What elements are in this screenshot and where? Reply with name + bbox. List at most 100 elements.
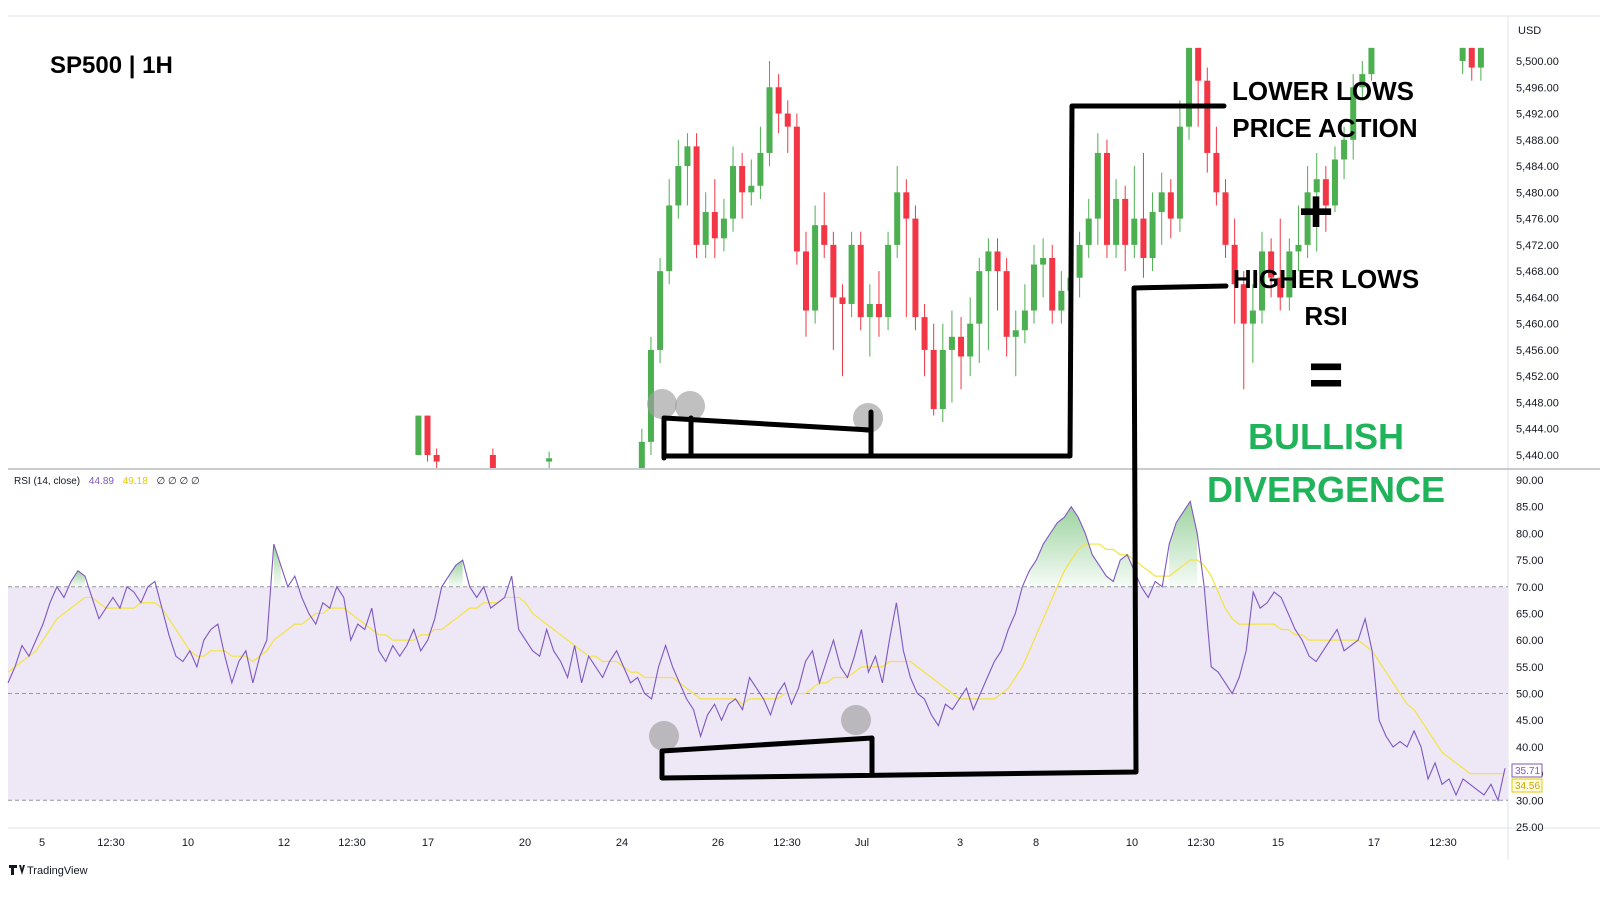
candle: [1286, 238, 1293, 311]
candle-body: [1350, 87, 1357, 140]
candle-body: [1368, 47, 1375, 75]
candle: [812, 205, 819, 324]
candle: [1076, 231, 1083, 298]
candle-body: [1076, 244, 1083, 278]
price-tick-label: 5,444.00: [1516, 424, 1559, 436]
candle: [1222, 179, 1229, 258]
candle: [1213, 126, 1220, 206]
candle: [424, 415, 431, 462]
candle-body: [948, 336, 955, 350]
candle: [1459, 47, 1466, 75]
candle-body: [684, 146, 691, 167]
price-low-marker-2: [675, 391, 705, 421]
candle-body: [958, 336, 965, 357]
candle-body: [693, 146, 700, 245]
rsi-overbought-area: [448, 560, 463, 587]
candle: [657, 258, 664, 364]
currency-label[interactable]: USD: [1518, 25, 1541, 37]
rsi-line: [7, 499, 1506, 803]
candle-body: [1158, 192, 1165, 213]
tradingview-logo[interactable]: TradingView: [9, 865, 88, 877]
time-axis[interactable]: 5 12:30 10 12 12:30 17 20 24 26 12:30 Jul 3 8 10 12:30…: [39, 837, 1457, 849]
candle: [1040, 238, 1047, 298]
candle: [930, 323, 937, 416]
candle: [1195, 47, 1202, 127]
rsi-tick-label: 70.00: [1516, 582, 1544, 594]
candle-body: [1031, 264, 1037, 311]
candle-body: [1131, 218, 1138, 245]
price-tick-label: 5,472.00: [1516, 240, 1559, 252]
candle-body: [821, 225, 828, 245]
candle-body: [994, 251, 1001, 272]
candle-body: [1277, 277, 1284, 298]
rsi-tick-label: 90.00: [1516, 475, 1544, 487]
candle: [666, 179, 673, 285]
candle-body: [1259, 251, 1265, 311]
candle-body: [1459, 47, 1466, 61]
rsi-legend-value: 44.89: [89, 476, 114, 487]
candle: [1031, 244, 1037, 324]
candle: [784, 100, 791, 153]
price-tick-label: 5,500.00: [1516, 56, 1559, 68]
candle-body: [793, 126, 800, 252]
rsi-low-marker-1: [649, 721, 679, 751]
candle: [1304, 166, 1311, 258]
rsi-tick-label: 80.00: [1516, 528, 1544, 540]
candle-body: [1222, 192, 1229, 245]
candle: [1158, 172, 1165, 245]
candle-body: [675, 166, 682, 206]
candle-body: [1195, 47, 1202, 81]
candle: [702, 192, 709, 258]
candle-body: [1331, 159, 1338, 206]
candle: [775, 74, 782, 134]
candle: [848, 231, 855, 318]
candle-body: [848, 244, 855, 304]
time-tick-label: 17: [422, 837, 434, 849]
tradingview-logo-text: TradingView: [27, 865, 88, 877]
time-tick-label: 3: [957, 837, 963, 849]
candle: [821, 192, 828, 258]
price-tick-label: 5,484.00: [1516, 161, 1559, 173]
candle: [1268, 238, 1275, 298]
candle: [1049, 244, 1056, 324]
candle: [546, 451, 553, 468]
candle-body: [930, 349, 937, 410]
candle-body: [489, 455, 496, 468]
candle-body: [1058, 290, 1065, 311]
candle: [1167, 179, 1174, 239]
price-axis[interactable]: 5,500.00 5,496.00 5,492.00 5,488.00 5,484.00…: [1516, 56, 1559, 462]
candle: [1140, 152, 1147, 278]
candle: [939, 323, 946, 423]
candle: [1094, 133, 1101, 245]
chart-title: SP500 | 1H: [50, 52, 173, 79]
candle: [1468, 47, 1475, 81]
price-tick-label: 5,496.00: [1516, 82, 1559, 94]
candle: [839, 284, 846, 377]
candle: [739, 152, 746, 219]
candle-body: [1103, 152, 1110, 245]
candle-body: [711, 212, 718, 239]
candle: [803, 231, 809, 337]
candle: [958, 317, 965, 390]
rsi-divergence-bracket: [659, 283, 1229, 781]
candle-body: [666, 205, 673, 272]
candle-body: [1176, 126, 1183, 219]
candle: [1131, 166, 1138, 258]
rsi-last-badge-bg: [1511, 763, 1543, 778]
candle: [711, 179, 718, 258]
candle-body: [1149, 212, 1156, 258]
candle-body: [812, 225, 819, 311]
candle-body: [766, 87, 773, 153]
price-low-marker-1: [647, 389, 677, 419]
candle-body: [976, 271, 983, 324]
candle: [976, 258, 983, 364]
rsi-tick-label: 60.00: [1516, 635, 1544, 647]
time-tick-label: 12:30: [1187, 837, 1215, 849]
annotation-brackets: [659, 103, 1229, 781]
time-tick-label: 12:30: [97, 837, 125, 849]
candle-body: [912, 218, 919, 318]
price-candles: [415, 47, 1484, 468]
rsi-lines: [7, 499, 1506, 803]
rsi-legend: RSI (14, close) 44.89 49.18 ∅ ∅ ∅ ∅: [14, 476, 200, 487]
